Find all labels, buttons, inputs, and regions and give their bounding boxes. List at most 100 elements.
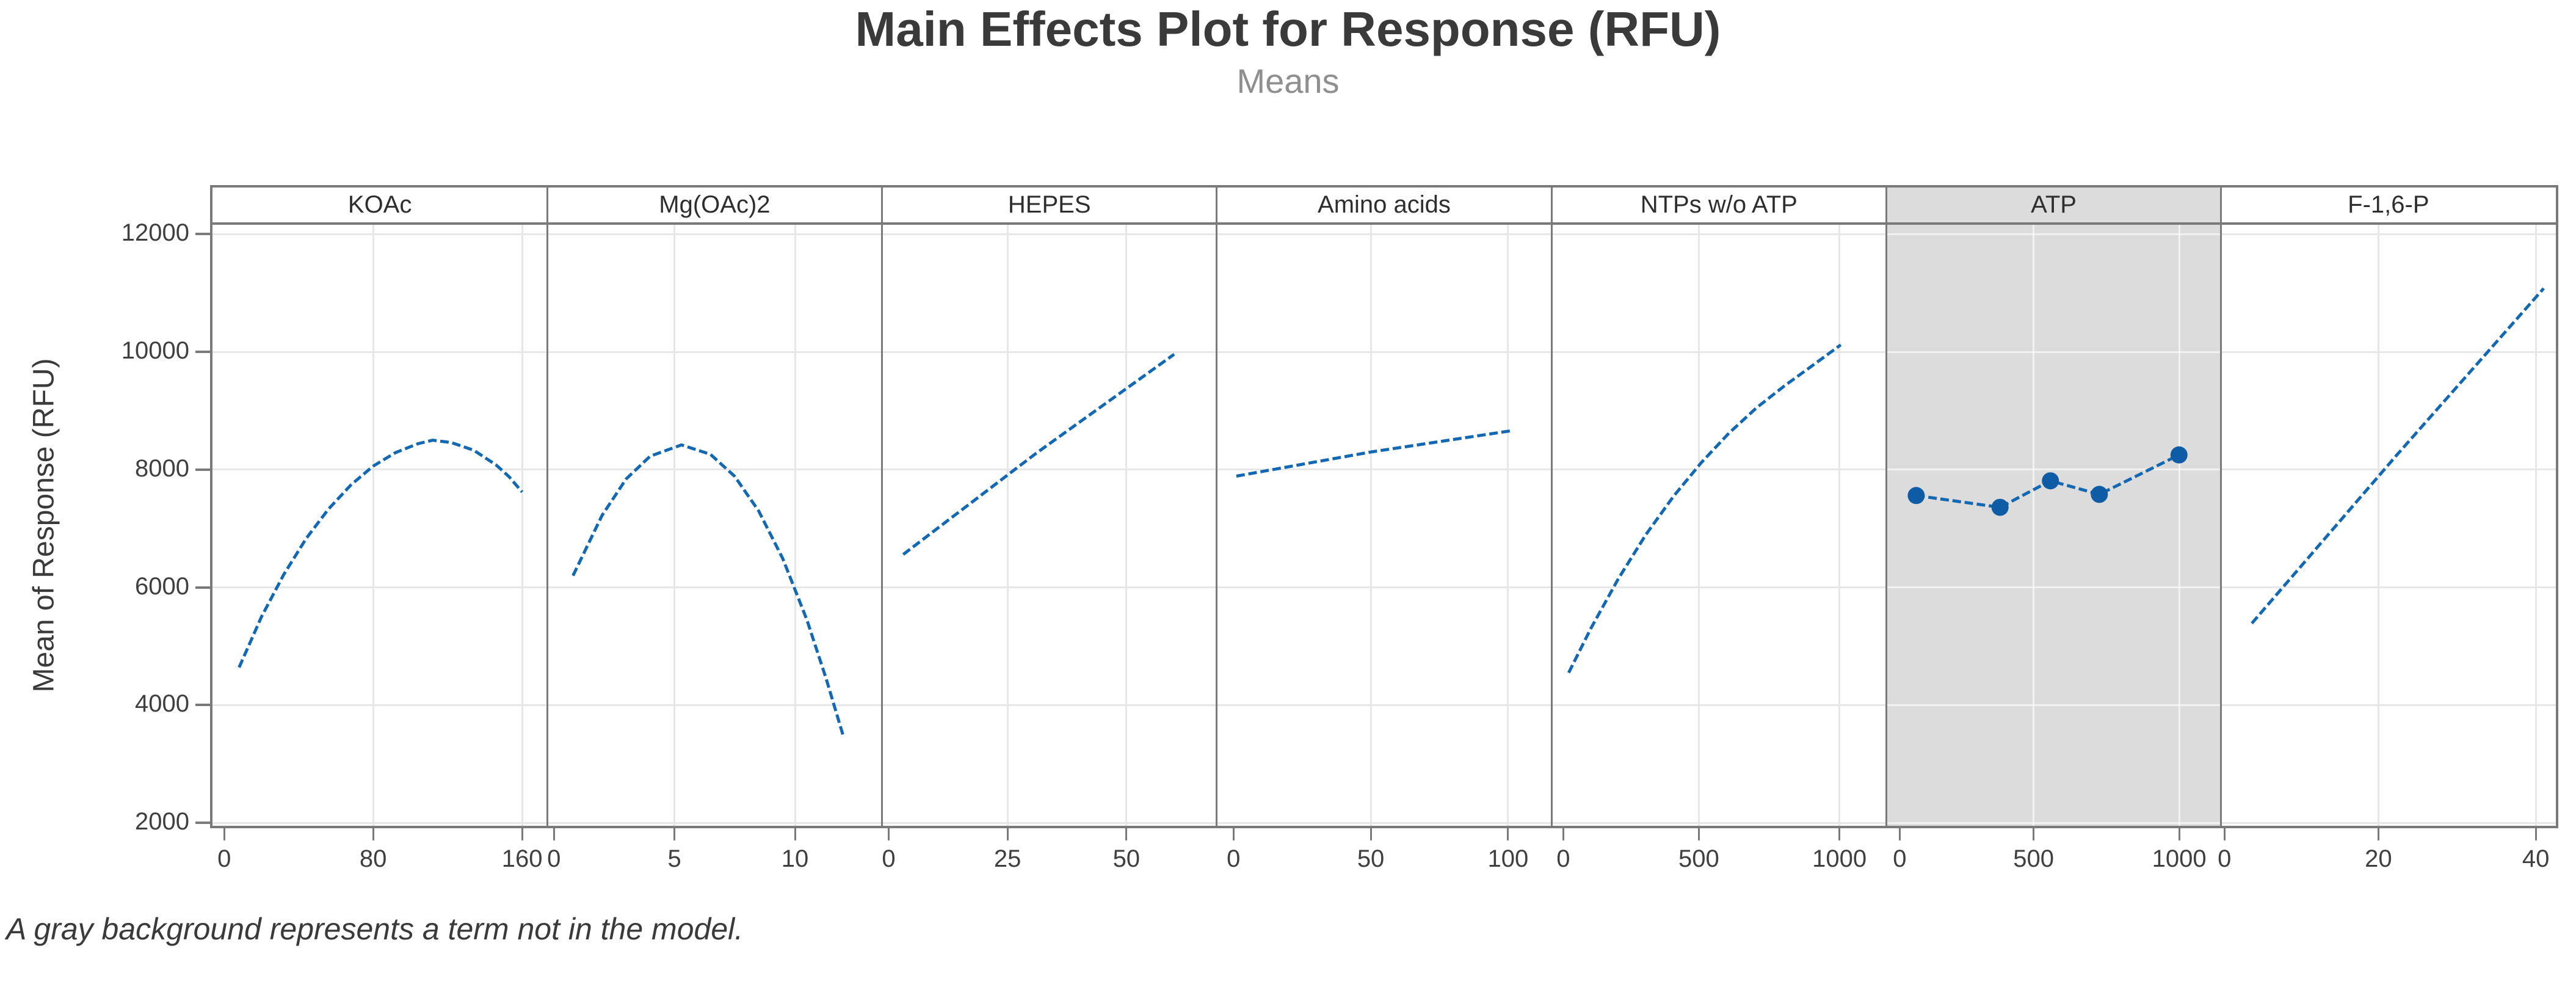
plot-body — [212, 225, 2556, 826]
gridline-horizontal — [882, 468, 1217, 471]
gridline-horizontal — [882, 351, 1217, 353]
gridline-horizontal — [547, 704, 882, 706]
y-tick-label: 8000 — [135, 454, 189, 482]
x-tick-label: 100 — [1487, 845, 1529, 872]
y-tick-label: 10000 — [121, 337, 189, 365]
gridline-horizontal — [212, 586, 548, 589]
x-tick-label: 40 — [2522, 845, 2550, 872]
y-tick-mark — [195, 351, 210, 354]
gridline-vertical — [372, 225, 374, 826]
x-tick-mark — [2033, 828, 2035, 840]
panel-separator — [546, 185, 548, 826]
data-point-marker — [1907, 487, 1925, 505]
trend-line — [2250, 287, 2545, 625]
gridline-horizontal — [547, 586, 882, 589]
data-point-marker — [2171, 446, 2188, 464]
panel-header-NTPs w/o ATP: NTPs w/o ATP — [1640, 191, 1798, 218]
x-tick-label: 0 — [1556, 845, 1570, 872]
panel-header-Mg(OAc)2: Mg(OAc)2 — [659, 191, 771, 218]
gridline-horizontal — [2221, 822, 2556, 824]
y-tick-label: 12000 — [121, 219, 189, 247]
curve-HEPES — [902, 352, 1175, 556]
x-tick-label: 80 — [359, 845, 387, 872]
curve-NTPs w/o ATP — [1567, 343, 1842, 674]
x-tick-label: 1000 — [2152, 845, 2207, 872]
curve-Amino acids — [1236, 429, 1511, 478]
gridline-horizontal — [1886, 822, 2221, 824]
gridline-horizontal — [1551, 468, 1887, 471]
gridline-horizontal — [212, 704, 548, 706]
gridline-vertical — [2178, 225, 2180, 826]
data-point-marker — [1992, 498, 2009, 516]
gridline-vertical — [2377, 225, 2379, 826]
trend-line — [238, 439, 524, 668]
trend-line — [1567, 343, 1842, 674]
gridline-horizontal — [2221, 233, 2556, 235]
gridline-vertical — [1125, 225, 1128, 826]
trend-line — [571, 443, 845, 736]
gridline-vertical — [2033, 225, 2035, 826]
gridline-horizontal — [1886, 586, 2221, 589]
curve-KOAc — [238, 439, 524, 668]
x-tick-label: 0 — [1227, 845, 1241, 872]
x-tick-label: 500 — [1678, 845, 1719, 872]
gridline-vertical — [2534, 225, 2537, 826]
x-tick-mark — [2178, 828, 2180, 840]
panel-separator — [1550, 185, 1553, 826]
x-tick-mark — [2223, 828, 2226, 840]
gridline-horizontal — [1886, 468, 2221, 471]
y-axis-title: Mean of Response (RFU) — [27, 358, 60, 693]
x-tick-mark — [372, 828, 374, 840]
chart-title: Main Effects Plot for Response (RFU) — [855, 2, 1721, 56]
y-tick-mark — [195, 468, 210, 471]
gridline-vertical — [1006, 225, 1009, 826]
x-tick-mark — [1898, 828, 1901, 840]
gridline-horizontal — [1216, 351, 1552, 353]
x-tick-mark — [1232, 828, 1235, 840]
gridline-horizontal — [1216, 822, 1552, 824]
x-tick-mark — [2534, 828, 2537, 840]
trend-line — [902, 352, 1175, 556]
gridline-horizontal — [1216, 468, 1552, 471]
x-tick-mark — [1838, 828, 1841, 840]
gridline-vertical — [673, 225, 676, 826]
gridline-horizontal — [1886, 351, 2221, 353]
panel-F-1,6-P — [2221, 225, 2556, 826]
gridline-horizontal — [1216, 233, 1552, 235]
gridline-horizontal — [1551, 233, 1887, 235]
x-tick-mark — [888, 828, 890, 840]
gridline-vertical — [1838, 225, 1841, 826]
plot-frame-right — [2556, 185, 2558, 828]
gridline-vertical — [1697, 225, 1700, 826]
gridline-horizontal — [1551, 586, 1887, 589]
x-tick-mark — [794, 828, 796, 840]
gridline-horizontal — [1551, 351, 1887, 353]
gridline-horizontal — [547, 822, 882, 824]
gridline-horizontal — [2221, 704, 2556, 706]
x-tick-label: 160 — [501, 845, 543, 872]
y-tick-mark — [195, 586, 210, 589]
x-tick-label: 0 — [882, 845, 896, 872]
y-tick-label: 2000 — [135, 808, 189, 836]
x-tick-label: 0 — [2218, 845, 2232, 872]
x-tick-label: 50 — [1357, 845, 1385, 872]
gridline-horizontal — [1216, 704, 1552, 706]
x-tick-mark — [1562, 828, 1564, 840]
gridline-horizontal — [1886, 704, 2221, 706]
x-tick-mark — [1006, 828, 1009, 840]
gridline-horizontal — [882, 233, 1217, 235]
x-tick-mark — [673, 828, 676, 840]
gridline-horizontal — [2221, 468, 2556, 471]
gridline-horizontal — [212, 822, 548, 824]
panel-header-HEPES: HEPES — [1007, 191, 1091, 218]
curve-Mg(OAc)2 — [571, 443, 845, 736]
panel-header-band: KOAc Mg(OAc)2 HEPES Amino acids NTPs w/o ATP… — [212, 185, 2556, 225]
panel-HEPES — [882, 225, 1217, 826]
y-tick-mark — [195, 704, 210, 707]
curve-F-1,6-P — [2250, 287, 2545, 625]
x-tick-mark — [1370, 828, 1372, 840]
y-tick-label: 6000 — [135, 572, 189, 600]
panel-separator — [2220, 185, 2222, 826]
y-tick-mark — [195, 822, 210, 825]
